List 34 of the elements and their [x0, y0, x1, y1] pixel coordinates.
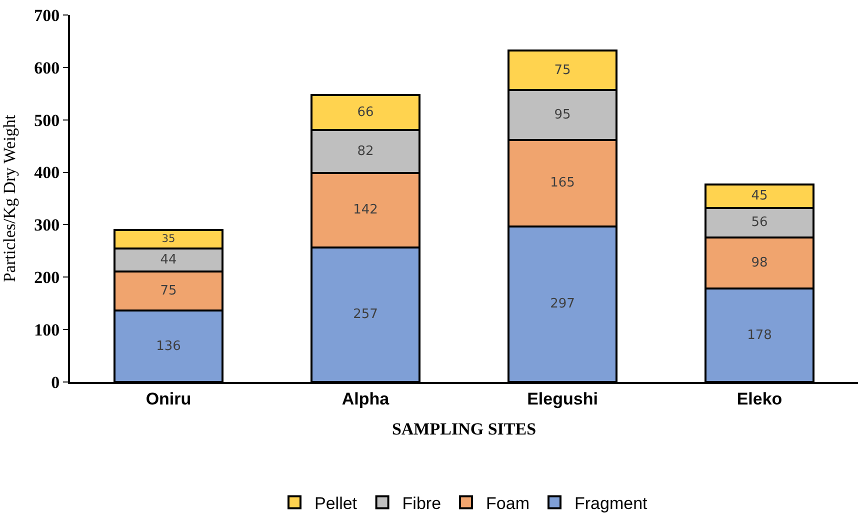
data-label: 35 [162, 232, 176, 246]
x-axis-title: SAMPLING SITES [392, 419, 536, 438]
y-axis-title: Particles/Kg Dry Weight [0, 114, 19, 282]
data-label: 165 [550, 176, 575, 191]
data-label: 75 [160, 284, 177, 299]
y-tick-label: 300 [34, 216, 60, 235]
data-label: 136 [156, 338, 181, 354]
data-label: 257 [353, 307, 378, 322]
y-tick-label: 400 [34, 163, 60, 182]
data-label: 98 [751, 255, 768, 270]
y-tick-label: 200 [34, 268, 60, 288]
y-tick-label: 600 [34, 58, 60, 78]
data-label: 66 [357, 105, 374, 120]
data-label: 56 [751, 215, 768, 230]
y-tick-label: 0 [51, 372, 60, 392]
legend-label: Pellet [314, 494, 358, 513]
data-label: 142 [353, 202, 378, 218]
data-label: 95 [554, 107, 571, 122]
y-tick-label: 700 [34, 6, 60, 25]
data-label: 45 [751, 188, 768, 204]
y-tick-label: 100 [34, 320, 60, 340]
legend-label: Fragment [574, 494, 648, 513]
data-label: 178 [747, 328, 772, 343]
legend-label: Foam [486, 494, 530, 513]
data-label: 75 [554, 62, 571, 78]
x-tick-label: Eleko [736, 389, 782, 408]
data-label: 44 [160, 252, 177, 268]
data-label: 297 [550, 296, 575, 312]
x-tick-label: Oniru [146, 389, 192, 408]
x-tick-label: Elegushi [527, 389, 598, 408]
legend-label: Fibre [402, 494, 442, 513]
x-tick-label: Alpha [342, 389, 390, 408]
y-tick-label: 500 [34, 110, 60, 130]
data-label: 82 [357, 144, 374, 159]
